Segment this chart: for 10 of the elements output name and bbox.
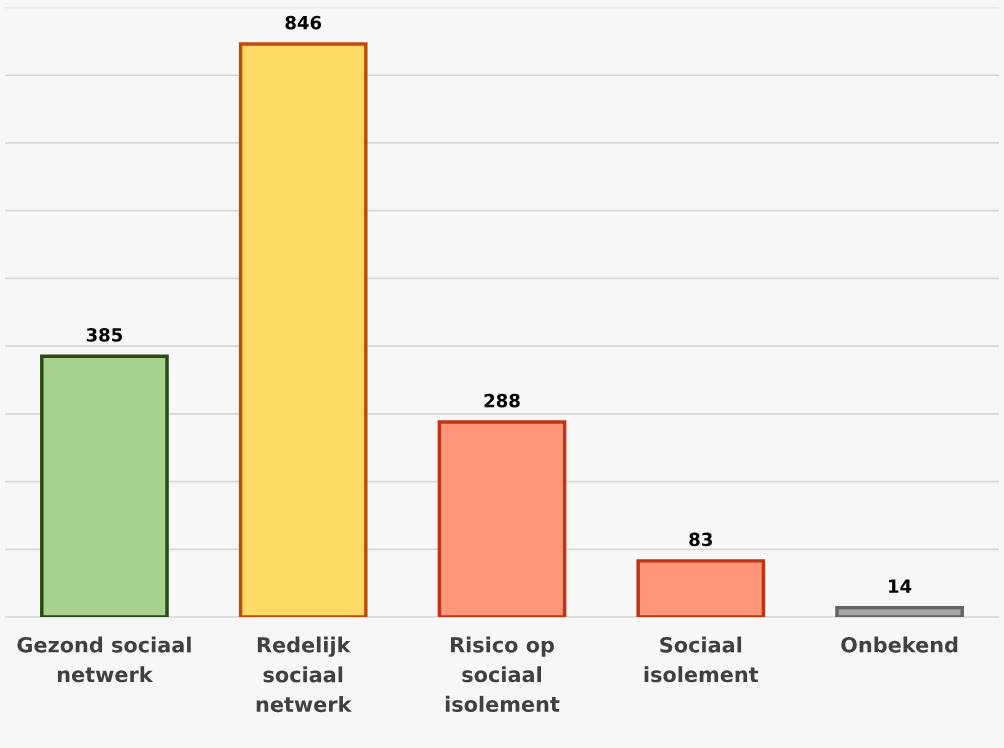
data-label: 14 <box>889 579 912 593</box>
x-tick-label: Onbekend <box>841 636 958 653</box>
data-label: 385 <box>86 328 122 342</box>
x-tick-label: Risico op sociaal isolement <box>445 636 560 712</box>
data-label: 83 <box>689 532 712 547</box>
x-tick-label: Gezond sociaal netwerk <box>17 636 191 683</box>
x-tick-label: Redelijk sociaal netwerk <box>256 636 352 713</box>
data-label: 288 <box>484 393 520 408</box>
data-label: 846 <box>285 15 322 30</box>
x-tick-label: Sociaal isolement <box>644 636 759 683</box>
